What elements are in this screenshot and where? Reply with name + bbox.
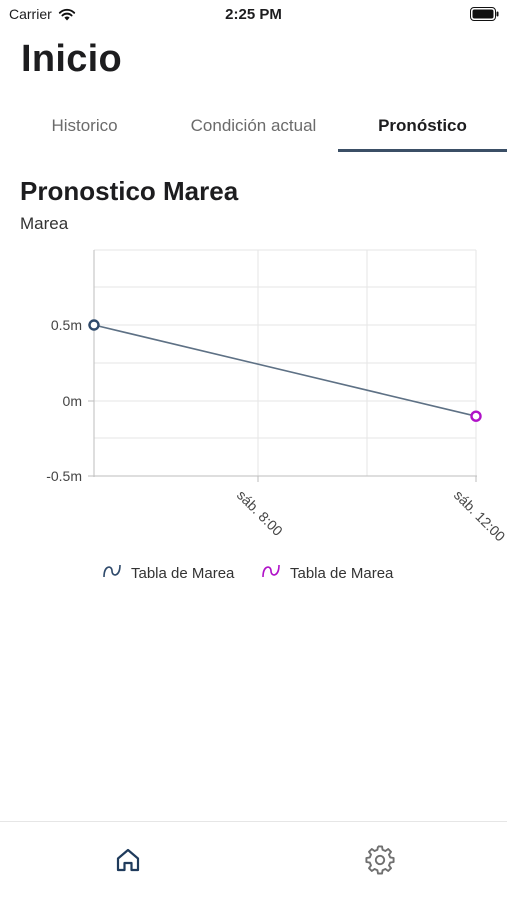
- battery-icon: [470, 7, 499, 21]
- x-tick-label: sáb. 8:00: [234, 487, 286, 539]
- legend-item[interactable]: Tabla de Marea: [262, 564, 394, 582]
- bottom-tab-bar: [0, 821, 507, 900]
- carrier-info: Carrier: [9, 6, 76, 22]
- tide-chart: 0.5m 0m -0.5m sáb. 8:00 sáb. 12:00 Tabla…: [46, 249, 507, 582]
- legend-series-icon: [262, 564, 280, 578]
- clock: 2:25 PM: [225, 6, 282, 23]
- status-bar: Carrier 2:25 PM: [0, 0, 507, 30]
- chart-grid: [94, 249, 477, 476]
- x-tick-label: sáb. 12:00: [451, 487, 507, 545]
- active-tab-indicator: [338, 149, 507, 152]
- legend-label: Tabla de Marea: [290, 565, 394, 582]
- y-tick-label: 0m: [63, 393, 82, 409]
- settings-button[interactable]: [360, 840, 400, 880]
- series-line: [93, 324, 477, 417]
- home-icon: [116, 848, 140, 872]
- legend-series-icon: [103, 564, 121, 578]
- gear-icon: [365, 845, 395, 875]
- tab-label: Historico: [51, 116, 118, 135]
- home-button[interactable]: [108, 840, 148, 880]
- page-title: Inicio: [21, 38, 123, 80]
- section-title: Pronostico Marea: [20, 176, 239, 206]
- chart-legend: Tabla de Marea Tabla de Marea: [103, 564, 394, 582]
- tab-historico[interactable]: Historico: [0, 100, 169, 152]
- data-point-series-1[interactable]: [88, 319, 100, 331]
- legend-label: Tabla de Marea: [131, 565, 235, 582]
- plot-layer: [88, 319, 482, 422]
- tab-label: Condición actual: [190, 116, 317, 135]
- wifi-icon: [58, 8, 75, 20]
- y-tick-label: 0.5m: [51, 317, 82, 333]
- section-subtitle: Marea: [20, 214, 69, 233]
- y-tick-label: -0.5m: [46, 468, 82, 484]
- tab-condicion-actual[interactable]: Condición actual: [169, 100, 338, 152]
- carrier-label: Carrier: [9, 6, 52, 22]
- tab-label: Pronóstico: [378, 116, 467, 135]
- data-point-series-2[interactable]: [470, 410, 482, 422]
- tab-bar: Historico Condición actual Pronóstico: [0, 100, 507, 152]
- legend-item[interactable]: Tabla de Marea: [103, 564, 235, 582]
- tab-pronostico[interactable]: Pronóstico: [338, 100, 507, 152]
